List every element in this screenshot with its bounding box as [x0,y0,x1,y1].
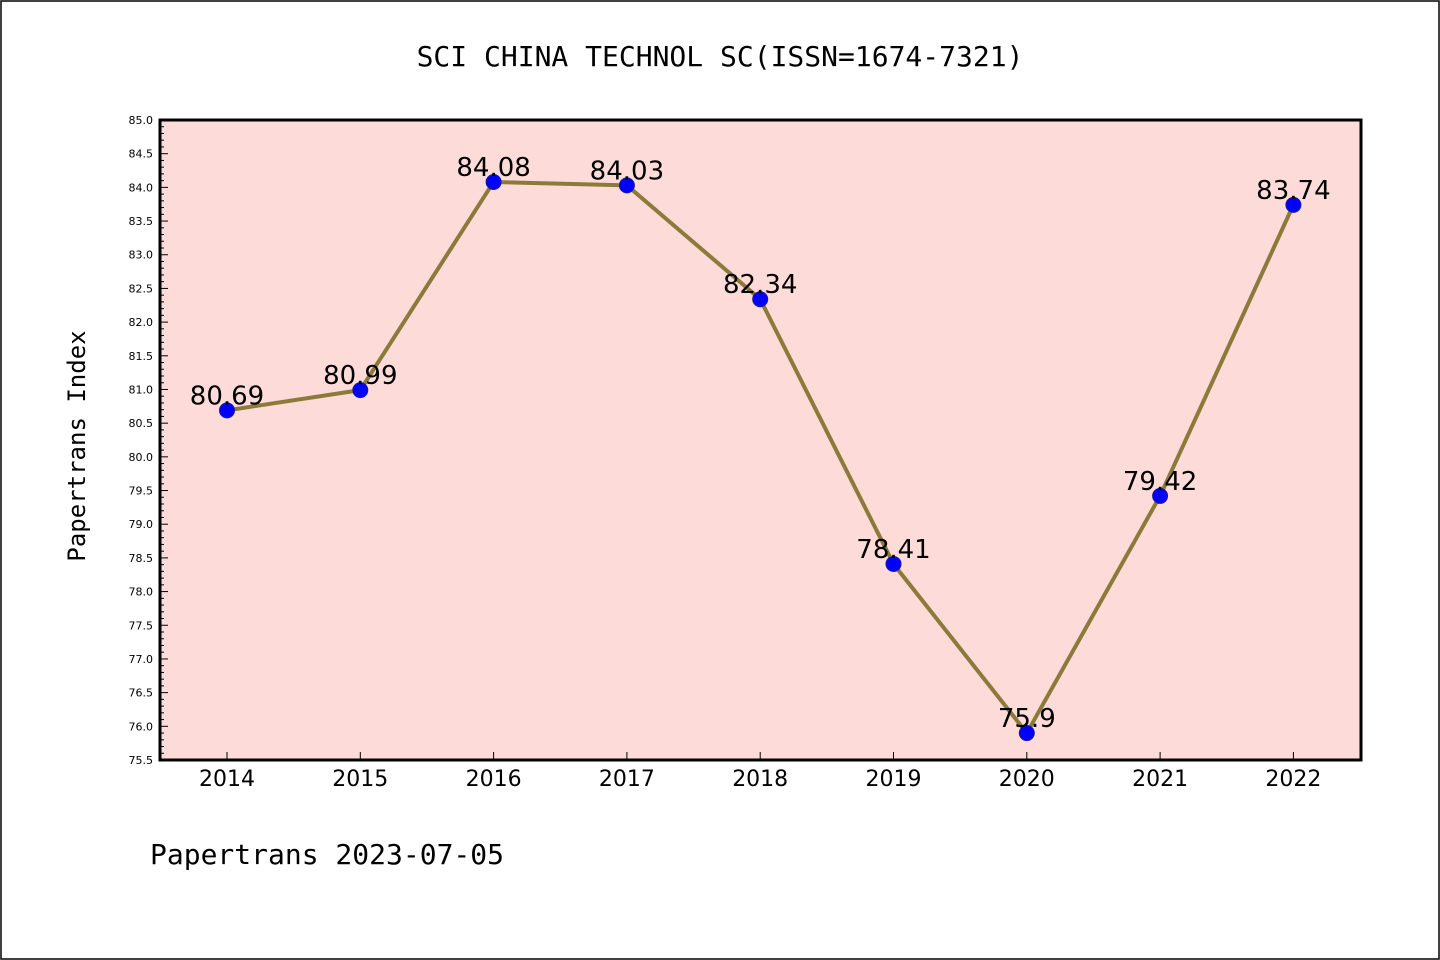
data-label: 82.34 [723,270,797,300]
data-label: 84.03 [590,156,664,186]
y-tick-label: 81.5 [129,350,154,363]
data-label: 83.74 [1256,176,1330,206]
plot-area [160,120,1361,760]
y-tick-label: 76.5 [129,687,154,700]
data-point [1285,196,1302,213]
y-tick-label: 79.5 [129,485,154,498]
chart-title: SCI CHINA TECHNOL SC(ISSN=1674-7321) [417,40,1024,73]
y-tick-label: 79.0 [129,518,154,531]
y-tick-label: 77.0 [129,653,154,666]
x-tick-label: 2015 [332,767,388,792]
data-label: 75.9 [998,704,1056,734]
data-point [885,555,902,572]
data-point [485,173,502,190]
series-layer: 80.69 80.99 84.08 84.03 82.34 78.41 75.9 79.42 8… [190,153,1331,742]
y-tick-label: 77.5 [129,619,154,632]
y-tick-label: 76.0 [129,720,154,733]
data-label: 80.69 [190,381,264,411]
y-tick-label: 84.0 [129,181,154,194]
y-tick-label: 83.5 [129,215,154,228]
data-point [352,382,369,399]
y-tick-label: 83.0 [129,249,154,262]
data-label: 79.42 [1123,467,1197,497]
y-axis-label: Papertrans Index [63,330,91,561]
data-point [618,177,635,194]
footer-text: Papertrans 2023-07-05 [150,838,504,871]
y-axis: 75.5 76.0 76.5 77.0 77.5 78.0 78.5 79.0 79.5 80.0… [129,114,168,767]
y-tick-label: 85.0 [129,114,154,127]
y-tick-label: 81.0 [129,383,154,396]
x-tick-label: 2020 [999,767,1055,792]
x-tick-label: 2022 [1265,767,1321,792]
y-tick-label: 82.5 [129,282,154,295]
data-label: 84.08 [456,153,530,183]
y-tick-label: 84.5 [129,148,154,161]
x-tick-label: 2021 [1132,767,1188,792]
y-tick-label: 80.5 [129,417,154,430]
plot-border [158,118,1363,762]
data-point [752,291,769,308]
data-point [1018,725,1035,742]
data-label: 78.41 [856,535,930,565]
data-point [219,402,235,419]
y-tick-label: 78.0 [129,586,154,599]
y-tick-label: 78.5 [129,552,154,565]
y-tick-label: 75.5 [129,754,154,767]
y-tick-label: 80.0 [129,451,154,464]
y-tick-label: 82.0 [129,316,154,329]
x-tick-label: 2017 [599,767,655,792]
x-axis: 2014 2015 2016 2017 2018 2019 2020 2021 2022 [199,752,1321,792]
x-tick-label: 2019 [866,767,922,792]
x-tick-label: 2018 [732,767,788,792]
x-tick-label: 2016 [466,767,522,792]
data-label: 80.99 [323,361,397,391]
x-tick-label: 2014 [199,767,255,792]
data-point [1152,487,1169,504]
